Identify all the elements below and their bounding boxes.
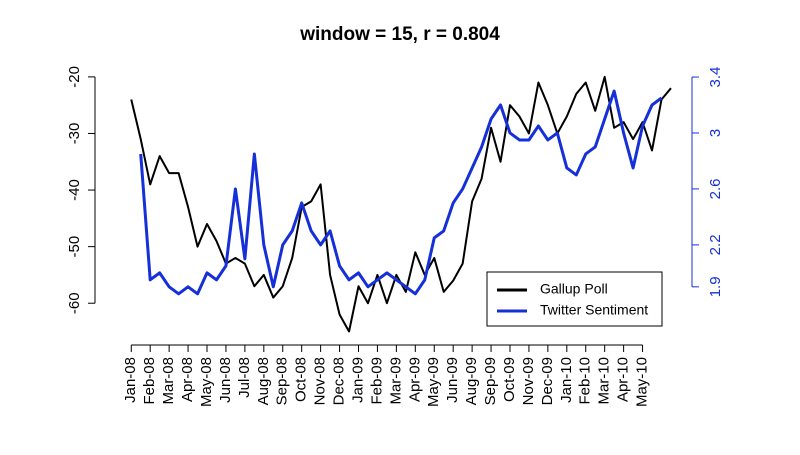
- y2-tick-label: 2.2: [707, 234, 724, 255]
- x-tick-label: Jan-09: [349, 357, 366, 403]
- x-tick-label: Jun-08: [217, 357, 234, 403]
- x-tick-label: Apr-08: [179, 357, 196, 402]
- x-tick-label: Feb-09: [368, 357, 385, 405]
- y-tick-label: -50: [66, 236, 83, 258]
- legend-box: [486, 271, 663, 327]
- x-tick-label: Apr-09: [406, 357, 423, 402]
- x-tick-label: Apr-10: [615, 357, 632, 402]
- x-tick-label: Nov-08: [312, 357, 329, 405]
- y2-tick-label: 3.4: [707, 67, 724, 88]
- x-tick-label: May-10: [634, 357, 651, 407]
- x-tick-label: Mar-08: [160, 357, 177, 405]
- series-line: [139, 89, 663, 296]
- y-tick-label: -60: [66, 292, 83, 314]
- x-tick-label: Jan-10: [558, 357, 575, 403]
- chart-title: window = 15, r = 0.804: [299, 24, 500, 45]
- x-tick-label: Feb-08: [141, 357, 158, 405]
- x-tick-label: Aug-09: [463, 357, 480, 405]
- x-tick-label: Jun-09: [444, 357, 461, 403]
- x-tick-label: Jan-08: [122, 357, 139, 403]
- y2-tick-label: 3: [707, 129, 724, 137]
- y-tick-label: -40: [66, 179, 83, 201]
- x-tick-label: Aug-08: [255, 357, 272, 405]
- x-tick-label: Sep-08: [274, 357, 291, 405]
- y-tick-label: -30: [66, 123, 83, 145]
- x-tick-label: Jul-08: [236, 357, 253, 398]
- x-tick-label: May-09: [425, 357, 442, 407]
- x-tick-label: Oct-09: [501, 357, 518, 402]
- x-tick-label: Oct-08: [293, 357, 310, 402]
- x-tick-label: Dec-09: [539, 357, 556, 405]
- y2-tick-label: 2.6: [707, 179, 724, 200]
- x-tick-label: Feb-10: [577, 357, 594, 405]
- x-tick-label: Mar-09: [387, 357, 404, 405]
- legend-label: Twitter Sentiment: [540, 302, 648, 318]
- x-tick-label: Nov-09: [520, 357, 537, 405]
- x-tick-label: Dec-08: [331, 357, 348, 405]
- y-tick-label: -20: [66, 66, 83, 88]
- legend-label: Gallup Poll: [540, 281, 608, 297]
- x-tick-label: Mar-10: [596, 357, 613, 405]
- y2-tick-label: 1.9: [707, 276, 724, 297]
- x-tick-label: Sep-09: [482, 357, 499, 405]
- x-tick-label: May-08: [198, 357, 215, 407]
